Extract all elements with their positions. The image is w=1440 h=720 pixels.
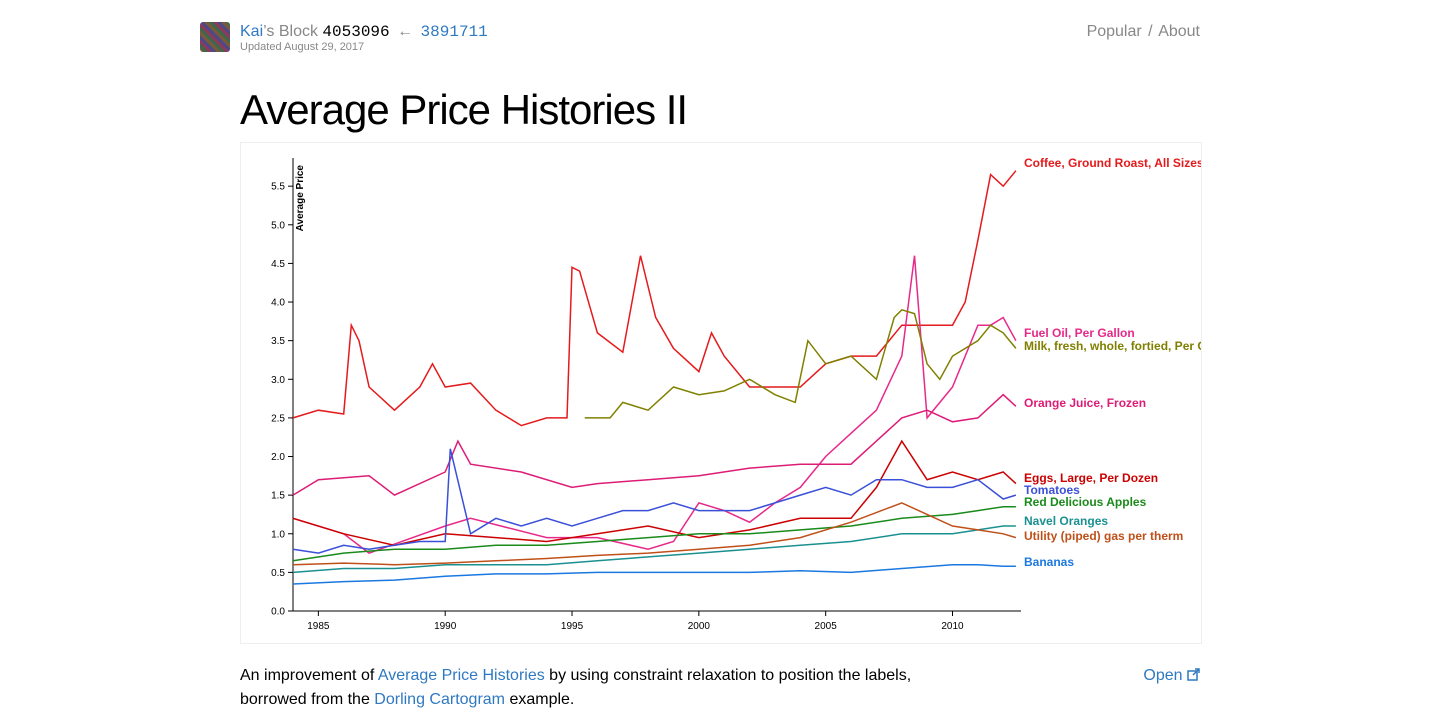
y-tick-label: 5.5	[271, 182, 285, 193]
y-tick-label: 1.5	[271, 491, 285, 502]
desc-text-3: example.	[505, 691, 575, 708]
block-suffix: ’s Block	[263, 23, 318, 40]
nav-about[interactable]: About	[1158, 23, 1200, 40]
series-label: Utility (piped) gas per therm	[1024, 529, 1183, 543]
y-tick-label: 0.0	[271, 607, 285, 618]
average-price-histories-link[interactable]: Average Price Histories	[377, 667, 545, 684]
user-link[interactable]: Kai	[240, 23, 264, 40]
block-title: Kai’s Block 4053096 ← 3891711	[240, 23, 488, 41]
description: An improvement of Average Price Historie…	[240, 664, 940, 712]
series-label: Milk, fresh, whole, fortied, Per Gallon	[1024, 339, 1201, 353]
parent-block-link[interactable]: 3891711	[420, 23, 488, 41]
y-tick-label: 3.0	[271, 375, 285, 386]
y-tick-label: 0.5	[271, 568, 285, 579]
series-label: Tomatoes	[1024, 483, 1080, 497]
y-tick-label: 2.5	[271, 413, 285, 424]
block-id: 4053096	[322, 23, 390, 41]
series-line	[292, 393, 1017, 496]
open-link[interactable]: Open	[1143, 664, 1200, 688]
open-label: Open	[1143, 667, 1183, 684]
x-tick-label: 2000	[688, 621, 711, 632]
series-label: Coffee, Ground Roast, All Sizes	[1024, 156, 1201, 170]
x-tick-label: 1985	[307, 621, 330, 632]
parent-arrow: ←	[397, 23, 414, 40]
page-title: Average Price Histories II	[240, 86, 688, 133]
series-label: Bananas	[1024, 555, 1074, 569]
series-label: Fuel Oil, Per Gallon	[1024, 326, 1135, 340]
nav-separator: /	[1148, 23, 1153, 40]
nav-popular[interactable]: Popular	[1086, 23, 1142, 40]
series-line	[292, 448, 1017, 554]
x-tick-label: 1990	[434, 621, 457, 632]
y-tick-label: 2.0	[271, 452, 285, 463]
external-link-icon	[1187, 668, 1200, 681]
y-tick-label: 1.0	[271, 529, 285, 540]
series-label: Navel Oranges	[1024, 514, 1108, 528]
series-line	[292, 170, 1017, 427]
series-line	[292, 563, 1016, 585]
x-tick-label: 2010	[941, 621, 964, 632]
updated-date: Updated August 29, 2017	[240, 41, 365, 53]
avatar[interactable]	[200, 22, 230, 52]
block-header: Kai’s Block 4053096 ← 3891711 Updated Au…	[200, 22, 1200, 58]
series-label: Red Delicious Apples	[1024, 495, 1147, 509]
y-tick-label: 4.5	[271, 259, 285, 270]
y-tick-label: 3.5	[271, 336, 285, 347]
series-line	[292, 505, 1016, 562]
y-tick-label: 4.0	[271, 298, 285, 309]
desc-text-1: An improvement of	[240, 667, 378, 684]
x-tick-label: 1995	[561, 621, 584, 632]
series-line	[292, 502, 1017, 566]
series-line	[292, 439, 1017, 547]
desc-text-2: by using constraint relaxation to positi…	[240, 667, 912, 708]
y-tick-label: 5.0	[271, 220, 285, 231]
series-label: Eggs, Large, Per Dozen	[1024, 471, 1158, 485]
series-line	[584, 308, 1017, 419]
dorling-cartogram-link[interactable]: Dorling Cartogram	[374, 691, 505, 708]
price-history-chart: 0.0 0.5 1.0 1.5 2.0 2.5 3.0 3.5 4.0 4.5 5.0 5.5 1985…	[271, 156, 1201, 632]
top-nav: Popular / About	[1087, 23, 1200, 41]
series-label: Orange Juice, Frozen	[1024, 396, 1146, 410]
chart-frame: 0.0 0.5 1.0 1.5 2.0 2.5 3.0 3.5 4.0 4.5 5.0 5.5 1985…	[240, 142, 1202, 644]
y-axis-label: Average Price	[295, 165, 306, 232]
x-tick-label: 2005	[815, 621, 838, 632]
series-line	[292, 525, 1016, 574]
